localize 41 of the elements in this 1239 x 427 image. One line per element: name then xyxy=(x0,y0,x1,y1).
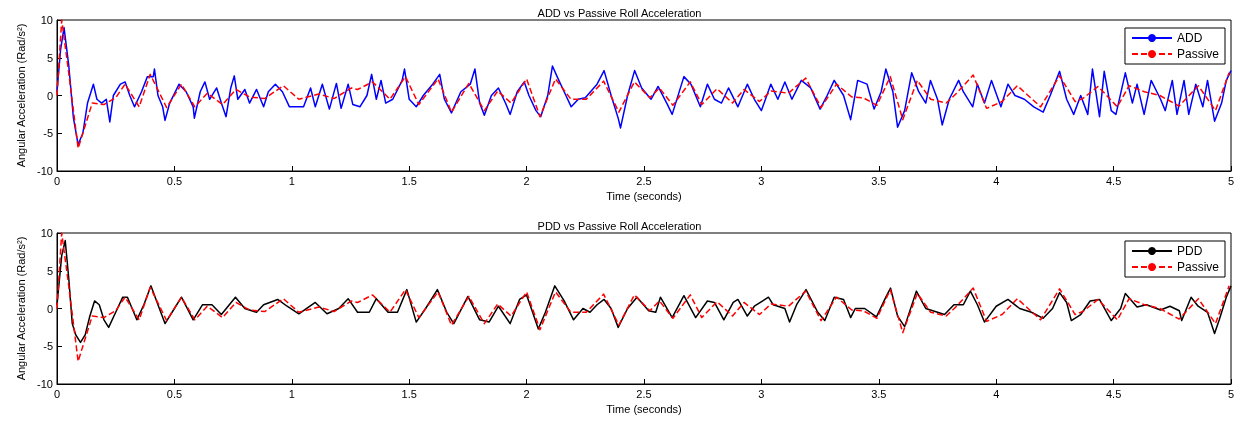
x-tick-label: 0.5 xyxy=(166,387,183,400)
y-tick-label: 0 xyxy=(46,89,53,102)
x-tick-label: 2.5 xyxy=(636,387,652,400)
y-axis-title: Angular Acceleration (Rad/s²) xyxy=(14,23,27,168)
x-tick-label: 4.5 xyxy=(1105,174,1122,187)
x-tick-label: 2 xyxy=(523,387,530,400)
x-tick-label: 3 xyxy=(758,174,765,187)
x-tick-label: 5 xyxy=(1227,387,1235,400)
x-tick-label: 1.5 xyxy=(401,174,417,187)
x-tick-label: 1 xyxy=(288,174,295,187)
line-series xyxy=(56,232,1230,363)
y-tick-label: 10 xyxy=(40,14,53,26)
y-tick-label: 5 xyxy=(46,264,53,277)
x-tick-label: 2.5 xyxy=(636,174,652,187)
y-tick-label: 5 xyxy=(46,51,53,64)
y-tick-label: 10 xyxy=(40,227,53,239)
x-tick-label: 3.5 xyxy=(871,387,887,400)
chart-title: PDD vs Passive Roll Acceleration xyxy=(537,219,702,232)
x-tick-label: 3.5 xyxy=(871,174,887,187)
y-tick-label: 0 xyxy=(46,302,53,315)
y-axis-title: Angular Acceleration (Rad/s²) xyxy=(14,236,27,381)
x-tick-label: 0.5 xyxy=(166,174,183,187)
x-axis-title: Time (seconds) xyxy=(606,403,682,416)
x-axis-title: Time (seconds) xyxy=(606,190,682,203)
y-tick-label: -10 xyxy=(37,378,53,390)
chart-title: ADD vs Passive Roll Acceleration xyxy=(537,6,702,19)
x-tick-label: 4 xyxy=(993,174,1000,187)
x-tick-label: 5 xyxy=(1227,174,1235,187)
y-tick-label: -5 xyxy=(43,127,53,140)
legend-label: ADD xyxy=(1176,31,1203,45)
legend-label: Passive xyxy=(1176,47,1220,61)
x-tick-label: 4.5 xyxy=(1105,387,1122,400)
y-tick-label: -5 xyxy=(43,340,53,353)
x-tick-label: 4 xyxy=(993,387,1000,400)
x-tick-label: 1 xyxy=(288,387,295,400)
x-tick-label: 3 xyxy=(758,387,765,400)
y-tick-label: -10 xyxy=(37,165,53,177)
x-tick-label: 2 xyxy=(523,174,530,187)
legend-label: PDD xyxy=(1176,244,1203,258)
legend-label: Passive xyxy=(1176,260,1220,274)
x-tick-label: 1.5 xyxy=(401,387,417,400)
